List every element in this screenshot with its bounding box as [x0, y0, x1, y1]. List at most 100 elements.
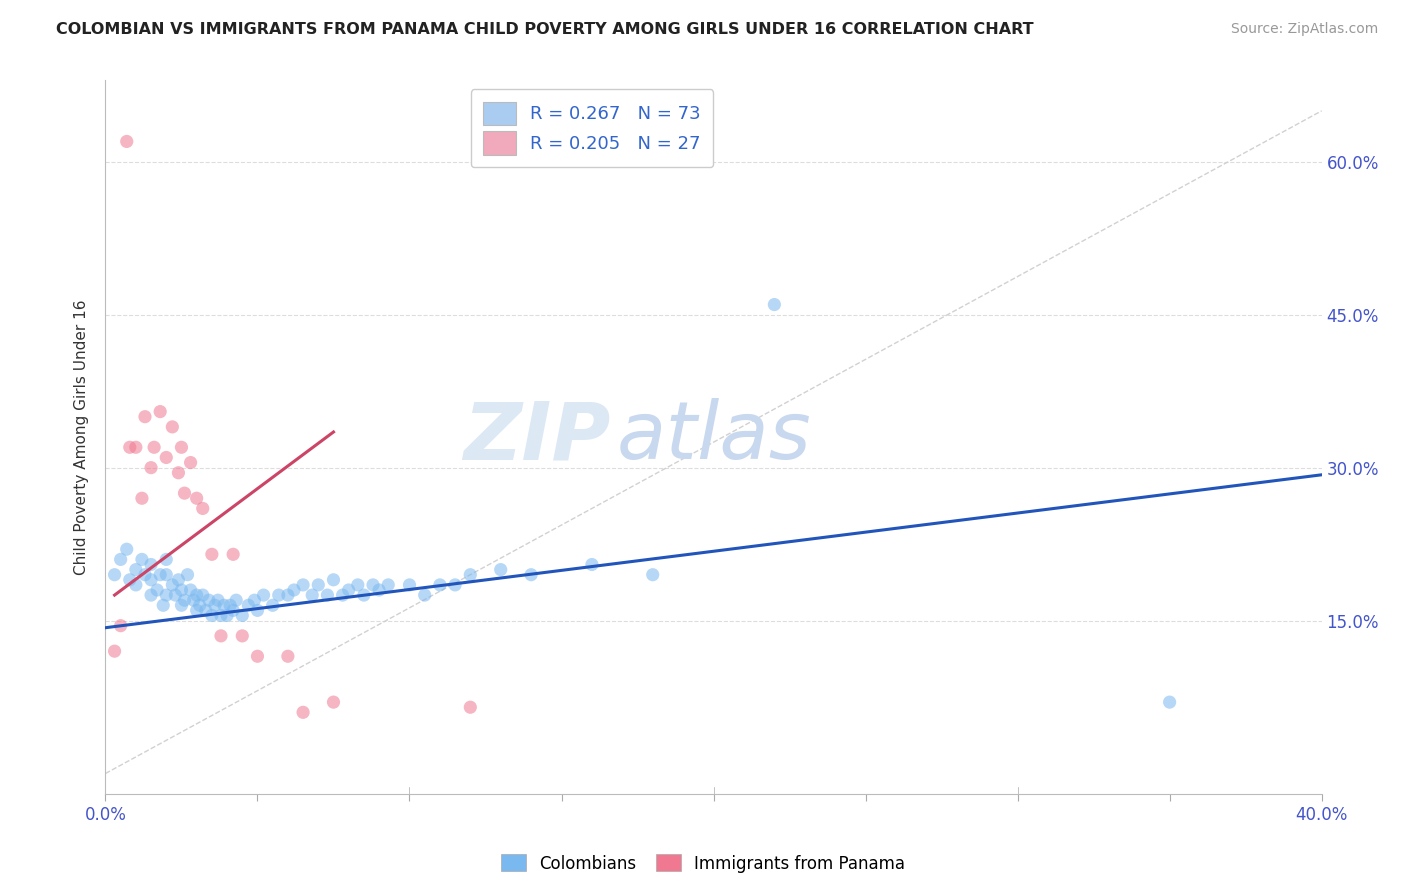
Point	[125, 563, 148, 577]
Point	[167, 466, 190, 480]
Point	[155, 450, 177, 465]
Point	[183, 593, 205, 607]
Point	[139, 588, 162, 602]
Point	[170, 582, 193, 597]
Point	[186, 603, 208, 617]
Point	[316, 588, 339, 602]
Point	[180, 456, 202, 470]
Point	[292, 706, 315, 720]
Point	[149, 567, 172, 582]
Point	[332, 588, 354, 602]
Point	[186, 588, 208, 602]
Point	[262, 599, 284, 613]
Point	[413, 588, 436, 602]
Point	[201, 547, 224, 561]
Point	[377, 578, 399, 592]
Point	[152, 599, 174, 613]
Point	[361, 578, 384, 592]
Point	[763, 297, 786, 311]
Point	[337, 582, 360, 597]
Point	[252, 588, 274, 602]
Point	[353, 588, 375, 602]
Point	[167, 573, 190, 587]
Point	[458, 700, 481, 714]
Point	[201, 608, 224, 623]
Point	[139, 460, 162, 475]
Point	[581, 558, 603, 572]
Point	[243, 593, 266, 607]
Point	[155, 552, 177, 566]
Point	[458, 567, 481, 582]
Text: Source: ZipAtlas.com: Source: ZipAtlas.com	[1230, 22, 1378, 37]
Point	[125, 578, 148, 592]
Point	[103, 644, 125, 658]
Point	[398, 578, 420, 592]
Point	[115, 135, 138, 149]
Point	[131, 491, 153, 506]
Point	[212, 599, 235, 613]
Point	[139, 558, 162, 572]
Point	[225, 593, 247, 607]
Point	[429, 578, 451, 592]
Point	[301, 588, 323, 602]
Point	[238, 599, 260, 613]
Point	[118, 573, 141, 587]
Point	[103, 567, 125, 582]
Point	[118, 440, 141, 454]
Point	[146, 582, 169, 597]
Point	[246, 603, 269, 617]
Point	[231, 608, 253, 623]
Point	[219, 599, 242, 613]
Point	[204, 599, 226, 613]
Point	[246, 649, 269, 664]
Point	[222, 547, 245, 561]
Y-axis label: Child Poverty Among Girls Under 16: Child Poverty Among Girls Under 16	[75, 300, 90, 574]
Point	[194, 603, 217, 617]
Point	[180, 582, 202, 597]
Point	[176, 567, 198, 582]
Point	[641, 567, 664, 582]
Point	[134, 567, 156, 582]
Point	[277, 649, 299, 664]
Point	[110, 618, 132, 632]
Point	[125, 440, 148, 454]
Point	[292, 578, 315, 592]
Point	[155, 588, 177, 602]
Point	[267, 588, 290, 602]
Point	[207, 593, 229, 607]
Point	[346, 578, 368, 592]
Point	[307, 578, 329, 592]
Point	[162, 420, 184, 434]
Point	[209, 629, 232, 643]
Text: ZIP: ZIP	[463, 398, 610, 476]
Point	[173, 486, 195, 500]
Point	[115, 542, 138, 557]
Point	[143, 440, 166, 454]
Point	[1159, 695, 1181, 709]
Point	[186, 491, 208, 506]
Point	[444, 578, 467, 592]
Point	[170, 599, 193, 613]
Point	[134, 409, 156, 424]
Point	[110, 552, 132, 566]
Point	[368, 582, 391, 597]
Point	[149, 404, 172, 418]
Point	[277, 588, 299, 602]
Point	[322, 695, 344, 709]
Point	[173, 593, 195, 607]
Legend: R = 0.267   N = 73, R = 0.205   N = 27: R = 0.267 N = 73, R = 0.205 N = 27	[471, 89, 713, 168]
Point	[283, 582, 305, 597]
Text: atlas: atlas	[616, 398, 811, 476]
Point	[222, 603, 245, 617]
Point	[139, 573, 162, 587]
Point	[162, 578, 184, 592]
Point	[191, 501, 214, 516]
Point	[165, 588, 187, 602]
Point	[489, 563, 512, 577]
Point	[198, 593, 221, 607]
Point	[209, 608, 232, 623]
Point	[131, 552, 153, 566]
Point	[170, 440, 193, 454]
Point	[520, 567, 543, 582]
Point	[191, 588, 214, 602]
